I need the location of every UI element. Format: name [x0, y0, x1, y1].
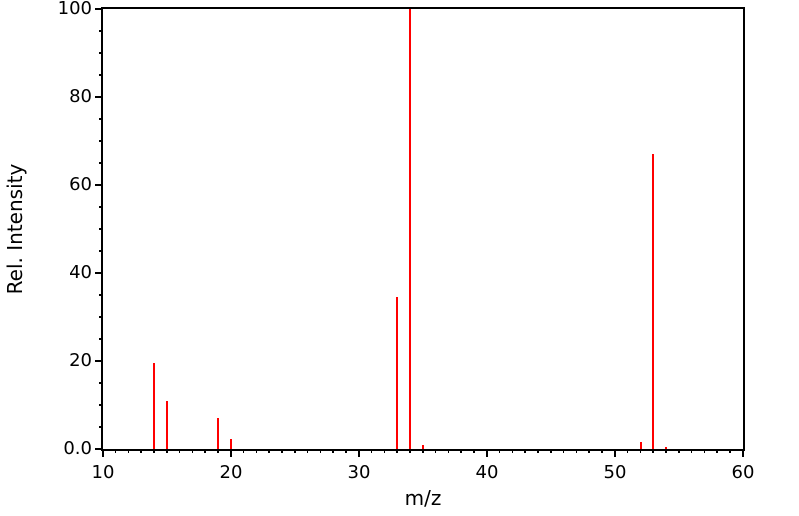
y-minor-tick-50: [99, 228, 103, 230]
y-tick-label-20: 20: [69, 350, 92, 371]
x-minor-tick-34: [409, 449, 411, 453]
y-tick-label-40: 40: [69, 262, 92, 283]
y-major-tick-0: [95, 448, 103, 450]
x-minor-tick-53: [652, 449, 654, 453]
y-major-tick-80: [95, 96, 103, 98]
x-minor-tick-49: [601, 449, 603, 453]
peak-bar-mz-20: [230, 438, 232, 449]
x-minor-tick-25: [294, 449, 296, 453]
x-major-tick-10: [102, 449, 104, 457]
x-minor-tick-15: [166, 449, 168, 453]
y-minor-tick-85: [99, 74, 103, 76]
x-minor-tick-41: [498, 449, 501, 453]
peak-bar-mz-15: [166, 401, 168, 449]
x-minor-tick-59: [729, 449, 731, 453]
x-tick-label-30: 30: [347, 462, 371, 483]
x-minor-tick-11: [114, 449, 117, 453]
y-minor-tick-90: [99, 52, 103, 54]
x-minor-tick-27: [319, 449, 322, 453]
y-tick-label-60: 60: [69, 174, 92, 195]
y-major-tick-60: [95, 184, 103, 186]
x-minor-tick-45: [550, 449, 552, 453]
x-major-tick-60: [742, 449, 744, 457]
y-minor-tick-55: [99, 206, 103, 208]
peak-bar-mz-33: [396, 297, 399, 449]
y-minor-tick-15: [99, 382, 103, 384]
x-minor-tick-56: [690, 449, 693, 453]
x-minor-tick-44: [537, 449, 539, 453]
x-minor-tick-58: [716, 449, 718, 453]
y-minor-tick-95: [99, 30, 103, 32]
x-minor-tick-48: [588, 449, 590, 453]
x-tick-label-60: 60: [731, 462, 755, 483]
x-tick-label-20: 20: [219, 462, 243, 483]
y-tick-label-0.0: 0.0: [63, 438, 92, 459]
y-minor-tick-75: [99, 118, 103, 120]
x-tick-label-10: 10: [91, 462, 115, 483]
x-minor-tick-21: [242, 449, 245, 453]
x-minor-tick-18: [204, 449, 206, 453]
x-major-tick-50: [614, 449, 616, 457]
x-major-tick-20: [230, 449, 232, 457]
peak-bar-mz-53: [652, 154, 655, 449]
x-minor-tick-39: [473, 449, 475, 453]
peak-bar-mz-54: [665, 446, 668, 449]
x-minor-tick-12: [127, 449, 130, 453]
x-minor-tick-42: [511, 449, 514, 453]
x-major-tick-30: [358, 449, 360, 457]
peak-bar-mz-34: [409, 9, 412, 449]
x-major-tick-40: [486, 449, 488, 457]
x-minor-tick-52: [639, 449, 642, 453]
y-minor-tick-10: [99, 404, 103, 406]
y-major-tick-40: [95, 272, 103, 274]
y-axis-label-text: Rel. Intensity: [3, 163, 27, 295]
x-minor-tick-26: [306, 449, 309, 453]
x-minor-tick-31: [370, 449, 373, 453]
x-minor-tick-57: [703, 449, 706, 453]
x-tick-label-50: 50: [603, 462, 627, 483]
x-minor-tick-55: [678, 449, 680, 453]
y-minor-tick-5: [99, 426, 103, 428]
x-minor-tick-35: [422, 449, 424, 453]
plot-area: [103, 9, 743, 449]
x-minor-tick-33: [396, 449, 398, 453]
y-minor-tick-45: [99, 250, 103, 252]
x-minor-tick-22: [255, 449, 258, 453]
x-minor-tick-24: [281, 449, 283, 453]
x-minor-tick-46: [562, 449, 565, 453]
y-minor-tick-25: [99, 338, 103, 340]
y-minor-tick-30: [99, 316, 103, 318]
x-minor-tick-47: [575, 449, 578, 453]
x-minor-tick-51: [626, 449, 629, 453]
x-minor-tick-13: [140, 449, 142, 453]
y-major-tick-20: [95, 360, 103, 362]
y-axis-label: Rel. Intensity: [2, 9, 28, 449]
peak-bar-mz-35: [422, 445, 424, 449]
peak-bar-mz-52: [639, 441, 642, 449]
y-minor-tick-70: [99, 140, 103, 142]
x-minor-tick-38: [460, 449, 462, 453]
x-minor-tick-32: [383, 449, 386, 453]
x-minor-tick-36: [434, 449, 437, 453]
x-minor-tick-29: [345, 449, 347, 453]
y-tick-label-100: 100: [57, 0, 92, 19]
y-minor-tick-65: [99, 162, 103, 164]
x-tick-label-40: 40: [475, 462, 499, 483]
x-axis-label: m/z: [404, 486, 442, 510]
peak-bar-mz-19: [217, 418, 220, 449]
y-tick-label-80: 80: [69, 86, 92, 107]
x-minor-tick-28: [332, 449, 334, 453]
x-minor-tick-17: [191, 449, 194, 453]
peak-bar-mz-14: [153, 363, 156, 449]
x-minor-tick-19: [217, 449, 219, 453]
x-minor-tick-16: [178, 449, 181, 453]
x-minor-tick-37: [447, 449, 450, 453]
x-minor-tick-14: [153, 449, 155, 453]
x-minor-tick-23: [268, 449, 270, 453]
x-minor-tick-43: [524, 449, 526, 453]
x-minor-tick-54: [665, 449, 667, 453]
y-major-tick-100: [95, 8, 103, 10]
y-minor-tick-35: [99, 294, 103, 296]
